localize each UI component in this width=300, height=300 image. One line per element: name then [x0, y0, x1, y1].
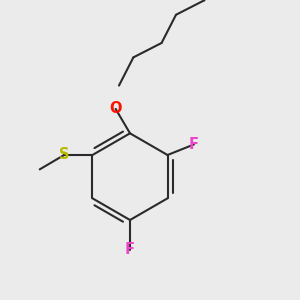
Text: O: O — [110, 101, 122, 116]
Text: F: F — [125, 242, 135, 257]
Text: F: F — [189, 137, 199, 152]
Text: S: S — [59, 148, 69, 163]
